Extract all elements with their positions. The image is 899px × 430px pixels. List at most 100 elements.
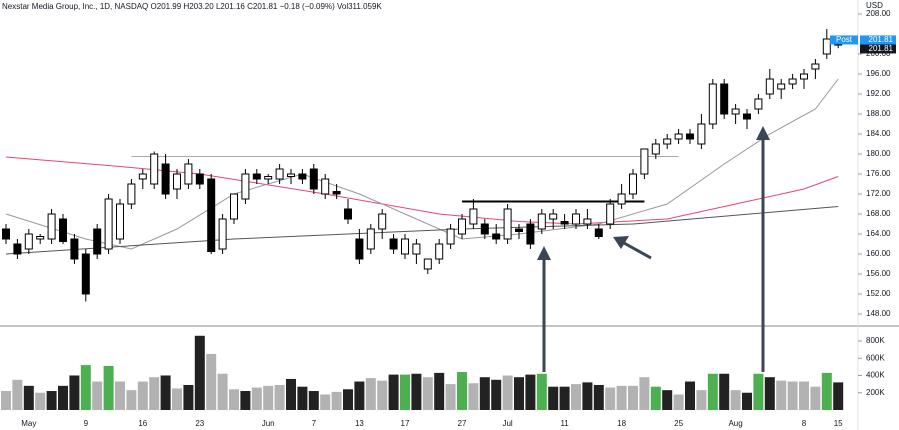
y-tick-label: 208.00 [866,9,891,18]
candle-body [321,178,330,195]
candle-body [606,203,615,225]
candle-body [458,218,466,235]
arrow [623,241,652,260]
x-tick-label: 15 [834,419,843,428]
price-tag-label: 201.81 [869,35,894,44]
y-tick-label: 148.00 [866,309,891,318]
candle-body [401,238,409,255]
volume-bar [787,381,798,410]
candle-body [640,148,649,175]
candle-body [526,223,535,245]
moving-average [5,78,839,250]
candle-body [389,238,398,250]
volume-bar [548,386,559,410]
volume-tick-label: 600K [866,353,885,362]
candle-body [298,173,307,180]
volume-bar [92,381,103,410]
candle-body [70,238,79,260]
volume-bar [126,390,137,410]
y-tick-label: 152.00 [866,289,891,298]
candle-body [24,233,33,250]
candle-body [435,243,444,260]
candle-body [765,78,774,95]
volume-bar [491,379,502,410]
x-tick-label: Jun [262,419,275,428]
candle-body [708,83,717,125]
volume-tick-label: 400K [866,371,885,380]
volume-bar [206,353,217,410]
y-tick-label: 156.00 [866,269,891,278]
change: −0.18 (−0.09%) [280,2,335,11]
volume-bar [719,373,730,410]
volume-bar [639,377,650,410]
volume-bar [263,385,274,410]
y-tick-label: 176.00 [866,169,891,178]
candle-body [663,138,672,145]
volume-bar [479,377,490,410]
candle-body [822,38,831,55]
candle-body [127,183,136,205]
candle-body [116,203,124,240]
header-title: Nexstar Media Group, Inc., 1D, NASDAQ O2… [2,2,382,11]
y-tick-label: 172.00 [866,189,891,198]
candle-body [252,173,261,180]
volume-bar [149,377,160,410]
price-tag-name-bg [830,35,858,45]
volume-tick-label: 800K [866,336,885,345]
y-tick-label: 184.00 [866,129,891,138]
candle-body [811,63,820,70]
volume-bar [137,381,148,410]
candle-body [674,133,683,140]
volume-bar [764,377,775,410]
x-tick-label: 9 [84,419,89,428]
volume-bar [707,373,718,410]
volume-bar [194,335,205,410]
x-tick-label: 16 [138,419,147,428]
volume-bar [377,380,388,410]
x-tick-label: 23 [195,419,204,428]
x-tick-label: 18 [617,419,626,428]
volume-bar [559,386,570,410]
volume-bar [434,372,445,410]
candle-body [355,238,364,260]
volume-bar [833,382,844,410]
volume-bar [514,377,524,410]
volume-bar [753,373,764,410]
candle-body [503,208,512,240]
volume-bar [46,391,57,410]
y-tick-label: 164.00 [866,229,891,238]
volume-bar [343,389,353,410]
volume-bar [650,386,661,410]
candle-body [651,143,660,155]
volume-bar [457,372,467,410]
volume-bar [445,384,456,410]
candle-body [515,228,523,232]
volume-bar [274,384,285,410]
volume-bar [354,381,365,410]
volume-bar [628,385,638,410]
candle-body [788,78,797,85]
volume-bar [411,373,422,410]
candle-body [344,208,352,220]
volume-bar [1,391,11,410]
title: Nexstar Media Group, Inc., 1D, NASDAQ [2,2,148,11]
candle-body [104,198,113,250]
volume-bar [571,384,581,410]
price-tag [860,44,896,54]
volume-bar [172,388,182,410]
candle-body [800,73,808,80]
x-tick-label: May [21,419,36,428]
candle-body [332,191,341,195]
candle-body [583,218,592,225]
high: H203.20 [183,2,214,11]
candle-body [81,253,90,295]
volume-bar [365,378,376,410]
volume-bar [286,378,296,410]
volume-bar [58,385,68,410]
candle-body [446,228,455,245]
candle-body [309,168,318,190]
price-tag-label: 201.81 [869,44,894,53]
candle-body [184,163,193,185]
